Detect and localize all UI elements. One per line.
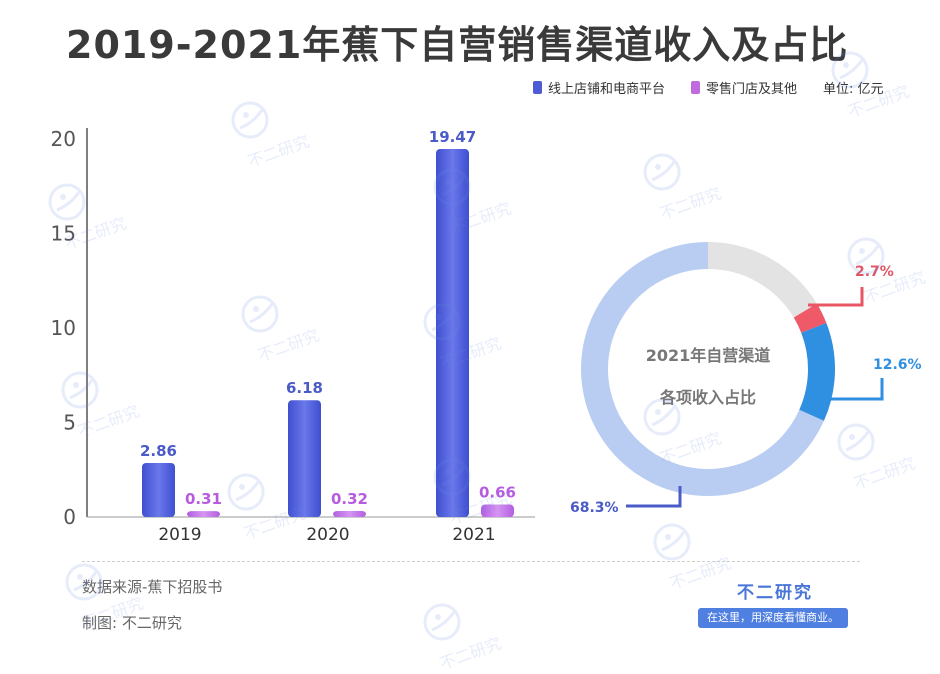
watermark: 不二研究	[238, 292, 322, 365]
bar	[481, 504, 514, 517]
legend-label-retail: 零售门店及其他	[706, 82, 798, 97]
watermark: 不二研究	[224, 470, 308, 543]
x-tick-label: 2019	[158, 525, 201, 545]
watermark: 不二研究	[640, 150, 724, 223]
watermark: 不二研究	[430, 165, 514, 238]
y-tick-label: 15	[51, 222, 76, 246]
watermark-logo-icon	[653, 523, 691, 561]
watermark-logo-icon	[48, 183, 86, 221]
slice-label: 2.7%	[855, 264, 894, 280]
bar-data-label: 0.66	[479, 484, 516, 502]
bar-chart: 0 5 10 15 20 2.86 0.31 2019 6.18 0.32 2020 19.47 0.6…	[51, 127, 535, 545]
legend-label-online: 线上店铺和电商平台	[548, 82, 666, 97]
watermark: 不二研究	[58, 368, 142, 441]
bar	[288, 400, 321, 517]
watermark: 不二研究	[45, 180, 129, 253]
watermark-logo-icon	[847, 237, 885, 275]
bar-data-label: 2.86	[140, 442, 177, 460]
data-source: 数据来源-蕉下招股书	[82, 578, 223, 596]
footer-divider	[82, 561, 860, 562]
watermark: 不二研究	[844, 234, 928, 307]
bar	[187, 511, 220, 517]
watermark-logo-icon	[837, 423, 875, 461]
bar-data-label: 0.31	[185, 490, 222, 508]
legend: 线上店铺和电商平台 零售门店及其他 单位: 亿元	[533, 78, 884, 97]
watermark-logo-icon	[241, 295, 279, 333]
watermark: 不二研究	[420, 600, 504, 673]
watermark: 不二研究	[834, 420, 918, 493]
watermark-logo-icon	[831, 51, 869, 89]
watermark: 不二研究	[430, 455, 514, 528]
brand-logo: 不二研究 在这里，用深度看懂商业。	[690, 578, 860, 638]
y-tick-label: 0	[63, 505, 76, 529]
brand-name: 不二研究	[737, 583, 813, 603]
bar-data-label: 0.32	[331, 490, 368, 508]
bar-data-label: 19.47	[429, 128, 476, 146]
watermark: 不二研究	[650, 520, 734, 593]
watermark-logo-icon	[423, 303, 461, 341]
callout-line	[828, 378, 884, 401]
x-tick-label: 2021	[452, 525, 495, 545]
donut-center-line-1: 2021年自营渠道	[646, 346, 771, 365]
legend-swatch-retail	[691, 81, 701, 94]
bar	[436, 149, 469, 517]
watermark-logo-icon	[423, 603, 461, 641]
bar-data-label: 6.18	[286, 379, 323, 397]
watermark-logo-icon	[231, 101, 269, 139]
y-tick-label: 10	[51, 316, 76, 340]
y-tick-label: 5	[63, 411, 76, 435]
donut-slice	[793, 303, 827, 333]
watermark-logo-icon	[433, 168, 471, 206]
donut-center-line-2: 各项收入占比	[659, 388, 756, 407]
donut-slice	[708, 242, 817, 318]
watermark: 不二研究	[420, 300, 504, 373]
watermark-logo-icon	[61, 371, 99, 409]
slice-label: 68.3%	[570, 500, 619, 516]
watermark-logo-icon	[65, 563, 103, 601]
bar	[142, 462, 175, 517]
watermark-logo-icon	[227, 473, 265, 511]
chart-title: 2019-2021年蕉下自营销售渠道收入及占比	[66, 23, 849, 67]
watermark-logo-icon	[643, 153, 681, 191]
unit-label: 单位: 亿元	[823, 82, 884, 97]
y-tick-label: 20	[51, 127, 76, 151]
watermark: 不二研究	[828, 48, 912, 121]
brand-slogan: 在这里，用深度看懂商业。	[698, 608, 848, 628]
watermark-logo-icon	[433, 458, 471, 496]
watermark-logo-icon	[643, 398, 681, 436]
bar	[333, 510, 366, 517]
callout-line	[626, 486, 682, 508]
slice-label: 12.6%	[873, 357, 922, 373]
callout-line	[808, 287, 864, 307]
donut-slice	[799, 322, 835, 421]
watermark: 不二研究	[62, 560, 146, 633]
chart-maker: 制图: 不二研究	[82, 614, 182, 632]
x-tick-label: 2020	[306, 525, 349, 545]
legend-swatch-online	[533, 81, 542, 94]
watermark: 不二研究	[640, 395, 724, 468]
watermark: 不二研究	[228, 98, 312, 171]
